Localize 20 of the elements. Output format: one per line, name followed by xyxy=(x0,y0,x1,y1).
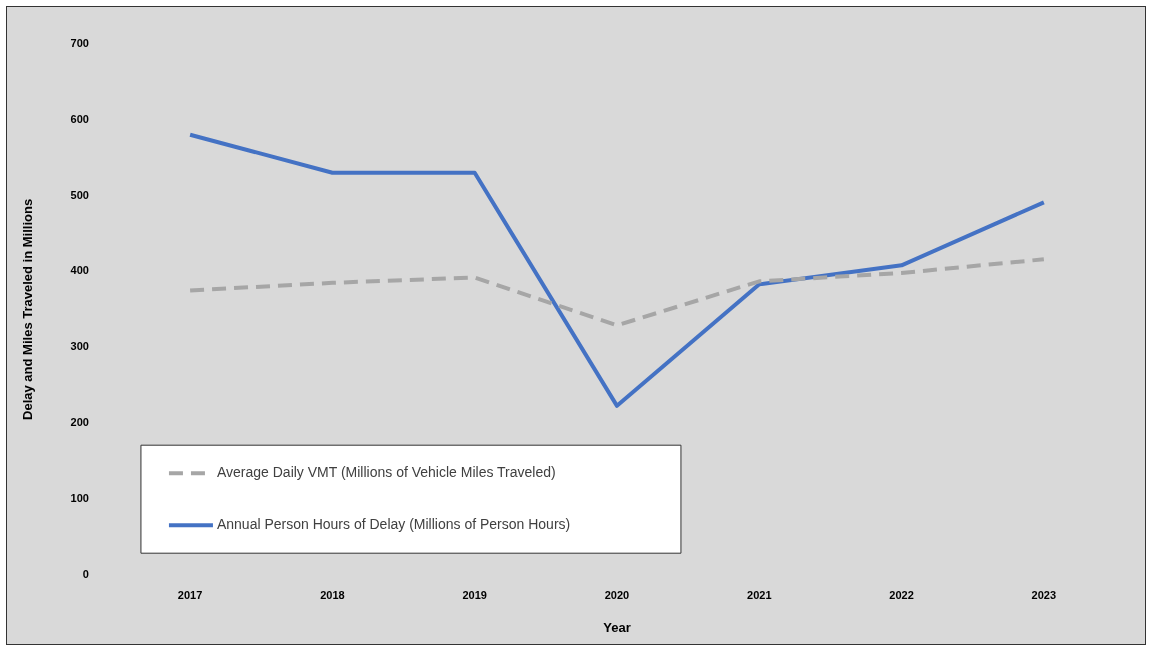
x-tick-label: 2017 xyxy=(177,588,203,601)
x-tick-label: 2021 xyxy=(747,588,772,601)
x-tick-label: 2019 xyxy=(462,588,487,601)
y-axis-title: Delay and Miles Traveled in Millions xyxy=(20,198,36,420)
x-tick-label: 2023 xyxy=(1031,588,1057,601)
y-tick-label: 200 xyxy=(70,416,89,429)
y-tick-label: 600 xyxy=(70,112,89,125)
y-tick-label: 0 xyxy=(82,568,89,581)
legend-label: Average Daily VMT (Millions of Vehicle Miles Traveled) xyxy=(216,464,556,481)
y-tick-label: 500 xyxy=(70,188,89,201)
x-tick-label: 2020 xyxy=(604,588,630,601)
x-tick-label: 2018 xyxy=(320,588,345,601)
legend-label: Annual Person Hours of Delay (Millions of Person Hours) xyxy=(216,516,571,533)
y-tick-label: 100 xyxy=(70,492,89,505)
x-axis-title: Year xyxy=(603,619,631,635)
y-tick-label: 300 xyxy=(70,340,89,353)
x-tick-label: 2022 xyxy=(889,588,914,601)
y-tick-label: 700 xyxy=(70,36,89,49)
line-series xyxy=(188,257,1046,328)
y-tick-label: 400 xyxy=(70,264,89,277)
